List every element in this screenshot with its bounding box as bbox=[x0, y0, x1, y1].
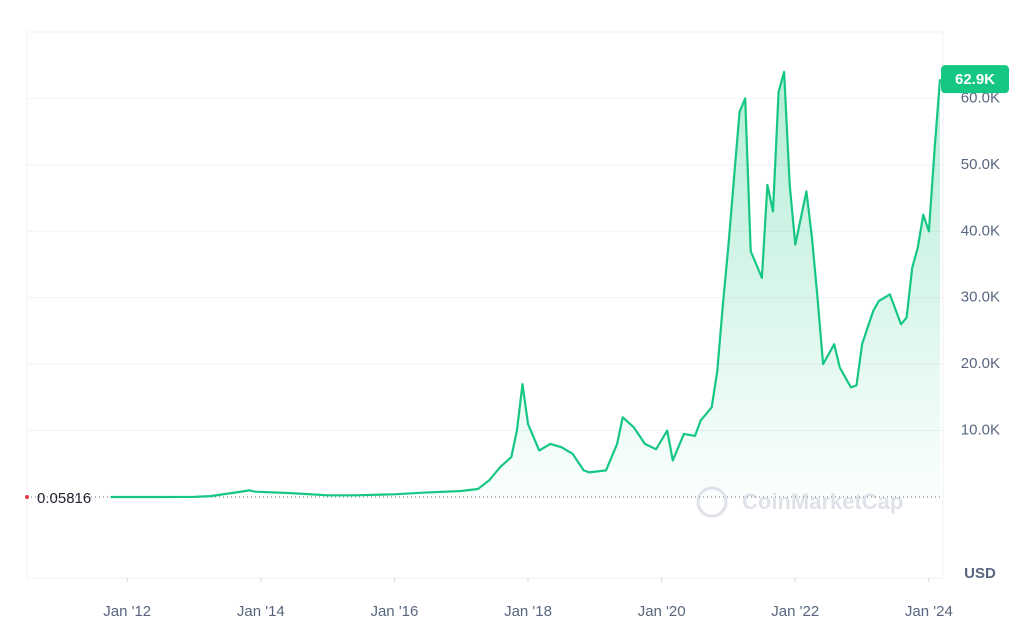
y-tick-label: 10.0K bbox=[961, 422, 1000, 439]
plot-frame bbox=[26, 31, 944, 579]
y-tick-label: 30.0K bbox=[961, 289, 1000, 306]
x-tick-label: Jan '12 bbox=[103, 603, 151, 620]
watermark-logo bbox=[696, 486, 728, 518]
labels: 10.0K 20.0K 30.0K 40.0K 50.0K 60.0K Jan '12 Jan… bbox=[37, 65, 1009, 620]
x-tick-label: Jan '18 bbox=[504, 603, 552, 620]
price-line bbox=[110, 70, 942, 499]
price-badge bbox=[941, 65, 1009, 94]
x-tick-label: Jan '20 bbox=[638, 603, 686, 620]
y-tick-label: 60.0K bbox=[961, 89, 1000, 106]
watermark: CoinMarketCap bbox=[696, 486, 903, 518]
y-tick-label: 50.0K bbox=[961, 156, 1000, 173]
watermark-text: CoinMarketCap bbox=[742, 489, 903, 514]
x-tick-label: Jan '22 bbox=[771, 603, 819, 620]
currency-label: USD bbox=[964, 565, 996, 582]
marks bbox=[25, 70, 943, 499]
price-badge-label: 62.9K bbox=[955, 71, 995, 88]
x-tick-label: Jan '14 bbox=[237, 603, 285, 620]
baseline-dot bbox=[25, 494, 29, 499]
area bbox=[110, 71, 940, 498]
y-tick-label: 20.0K bbox=[961, 355, 1000, 372]
y-tick-label: 40.0K bbox=[961, 222, 1000, 239]
x-tick-label: Jan '16 bbox=[370, 603, 418, 620]
x-tick-label: Jan '24 bbox=[905, 603, 953, 620]
baseline-label: 0.05816 bbox=[37, 490, 91, 507]
